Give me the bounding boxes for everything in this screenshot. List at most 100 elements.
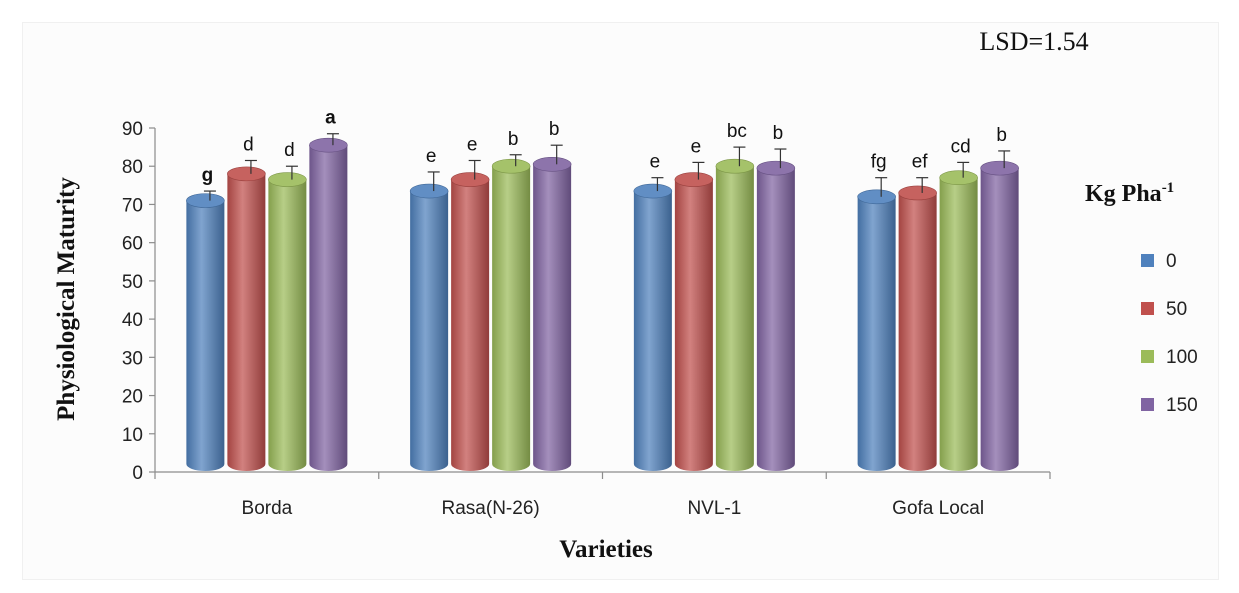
x-tick-label: NVL-1 <box>687 498 741 519</box>
significance-letter: d <box>284 140 295 161</box>
bar: g <box>186 165 224 471</box>
x-axis-title: Varieties <box>559 536 653 563</box>
bar-top <box>940 171 978 185</box>
y-axis-title: Physiological Maturity <box>53 177 80 421</box>
significance-letter: fg <box>871 152 887 173</box>
legend-title: Kg Pha-1 <box>1085 180 1174 207</box>
bar: e <box>634 152 672 471</box>
bar-body <box>940 178 978 471</box>
bar: e <box>451 134 489 471</box>
legend-swatch <box>1141 350 1154 363</box>
legend-item: 50 <box>1141 299 1187 320</box>
lsd-annotation: LSD=1.54 <box>979 27 1088 56</box>
significance-letter: ef <box>912 152 929 173</box>
y-tick-label: 20 <box>122 387 143 408</box>
bar-top <box>716 159 754 173</box>
x-tick-label: Borda <box>242 498 293 519</box>
y-tick-label: 10 <box>122 425 143 446</box>
significance-letter: b <box>508 129 519 150</box>
legend-item: 100 <box>1141 347 1198 368</box>
legend: 0 50 100 150 <box>1141 251 1198 416</box>
significance-letter: e <box>650 152 661 173</box>
bar-top <box>309 138 347 152</box>
bar-top <box>858 190 896 204</box>
bar-body <box>716 166 754 471</box>
y-tick-label: 50 <box>122 272 143 293</box>
bar-body <box>492 166 530 471</box>
significance-letter: b <box>549 119 560 140</box>
legend-swatch <box>1141 254 1154 267</box>
significance-letter: e <box>467 134 478 155</box>
bar: cd <box>940 136 978 471</box>
significance-letter: a <box>325 108 336 129</box>
bar-top <box>634 184 672 198</box>
bar-top <box>675 173 713 187</box>
significance-letter: b <box>996 125 1007 146</box>
legend-swatch <box>1141 302 1154 315</box>
significance-letter: cd <box>951 136 971 157</box>
bar-body <box>268 180 306 471</box>
legend-label: 0 <box>1166 251 1177 272</box>
legend-title-text: Kg Pha <box>1085 181 1162 207</box>
legend-title-superscript: -1 <box>1162 180 1175 196</box>
legend-label: 100 <box>1166 347 1198 368</box>
bar-top <box>268 173 306 187</box>
bar: ef <box>899 152 937 471</box>
significance-letter: e <box>691 136 702 157</box>
bar-body <box>899 193 937 471</box>
bar-body <box>309 145 347 471</box>
bar: b <box>492 129 530 471</box>
bar-body <box>186 201 224 471</box>
bar-body <box>981 168 1019 471</box>
bar: b <box>981 125 1019 471</box>
significance-letter: d <box>243 134 254 155</box>
bar: b <box>757 123 795 471</box>
y-tick-label: 30 <box>122 348 143 369</box>
significance-letter: e <box>426 146 437 167</box>
bar-top <box>410 184 448 198</box>
bar-top <box>492 159 530 173</box>
bar: a <box>309 108 347 471</box>
bar: e <box>410 146 448 471</box>
y-tick-label: 0 <box>132 463 143 484</box>
x-tick-label: Gofa Local <box>892 498 984 519</box>
legend-label: 50 <box>1166 299 1187 320</box>
bar: d <box>268 140 306 471</box>
significance-letter: g <box>202 165 214 186</box>
significance-letter: b <box>773 123 784 144</box>
bar-top <box>981 161 1019 175</box>
y-tick-label: 60 <box>122 234 143 255</box>
bar-body <box>227 174 265 471</box>
bar-top <box>899 186 937 200</box>
bar: e <box>675 136 713 471</box>
bar-body <box>451 180 489 471</box>
y-tick-label: 80 <box>122 157 143 178</box>
bar-body <box>858 197 896 471</box>
bars-group: g d d a e e b b e e bc b fg ef cd b <box>186 108 1018 471</box>
bar-body <box>675 180 713 471</box>
bar-body <box>533 164 571 471</box>
significance-letter: bc <box>727 121 747 142</box>
legend-item: 150 <box>1141 395 1198 416</box>
y-tick-label: 40 <box>122 310 143 331</box>
bar-top <box>227 167 265 181</box>
bar-body <box>757 168 795 471</box>
bar-body <box>410 191 448 471</box>
bar: fg <box>858 152 896 471</box>
bar-top <box>757 161 795 175</box>
bar: b <box>533 119 571 471</box>
x-tick-label: Rasa(N-26) <box>442 498 540 519</box>
legend-swatch <box>1141 398 1154 411</box>
bar: d <box>227 134 265 471</box>
y-tick-label: 90 <box>122 119 143 140</box>
legend-item: 0 <box>1141 251 1177 272</box>
bar-body <box>634 191 672 471</box>
bar: bc <box>716 121 754 471</box>
bar-top <box>186 194 224 208</box>
legend-label: 150 <box>1166 395 1198 416</box>
bar-top <box>533 157 571 171</box>
bar-top <box>451 173 489 187</box>
y-tick-label: 70 <box>122 195 143 216</box>
